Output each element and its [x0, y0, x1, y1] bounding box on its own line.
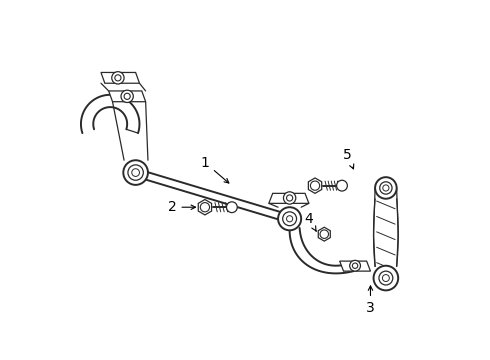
Circle shape: [124, 93, 130, 99]
Circle shape: [112, 72, 124, 84]
Circle shape: [128, 165, 143, 180]
Circle shape: [379, 271, 393, 285]
Circle shape: [375, 177, 397, 199]
Polygon shape: [340, 261, 370, 271]
Circle shape: [380, 182, 392, 194]
Circle shape: [320, 230, 328, 238]
Circle shape: [115, 75, 121, 81]
Polygon shape: [269, 193, 309, 203]
Circle shape: [278, 207, 301, 230]
Circle shape: [352, 263, 358, 269]
Circle shape: [382, 275, 390, 282]
Circle shape: [283, 212, 296, 226]
Circle shape: [350, 260, 361, 271]
Circle shape: [373, 266, 398, 291]
Circle shape: [383, 185, 389, 191]
Polygon shape: [198, 199, 212, 215]
Circle shape: [226, 202, 237, 213]
Text: 3: 3: [366, 286, 375, 315]
Circle shape: [283, 192, 296, 204]
Circle shape: [287, 195, 293, 201]
Polygon shape: [101, 72, 140, 83]
Circle shape: [132, 169, 140, 176]
Polygon shape: [318, 227, 330, 241]
Text: 5: 5: [343, 148, 354, 169]
Polygon shape: [109, 91, 146, 102]
Text: 1: 1: [200, 156, 229, 183]
Circle shape: [123, 160, 148, 185]
Text: 4: 4: [304, 212, 316, 231]
Circle shape: [200, 203, 210, 212]
Circle shape: [287, 216, 293, 222]
Polygon shape: [308, 178, 322, 193]
Text: 2: 2: [168, 200, 196, 214]
Circle shape: [337, 180, 347, 191]
Circle shape: [121, 90, 133, 103]
Circle shape: [311, 181, 319, 190]
